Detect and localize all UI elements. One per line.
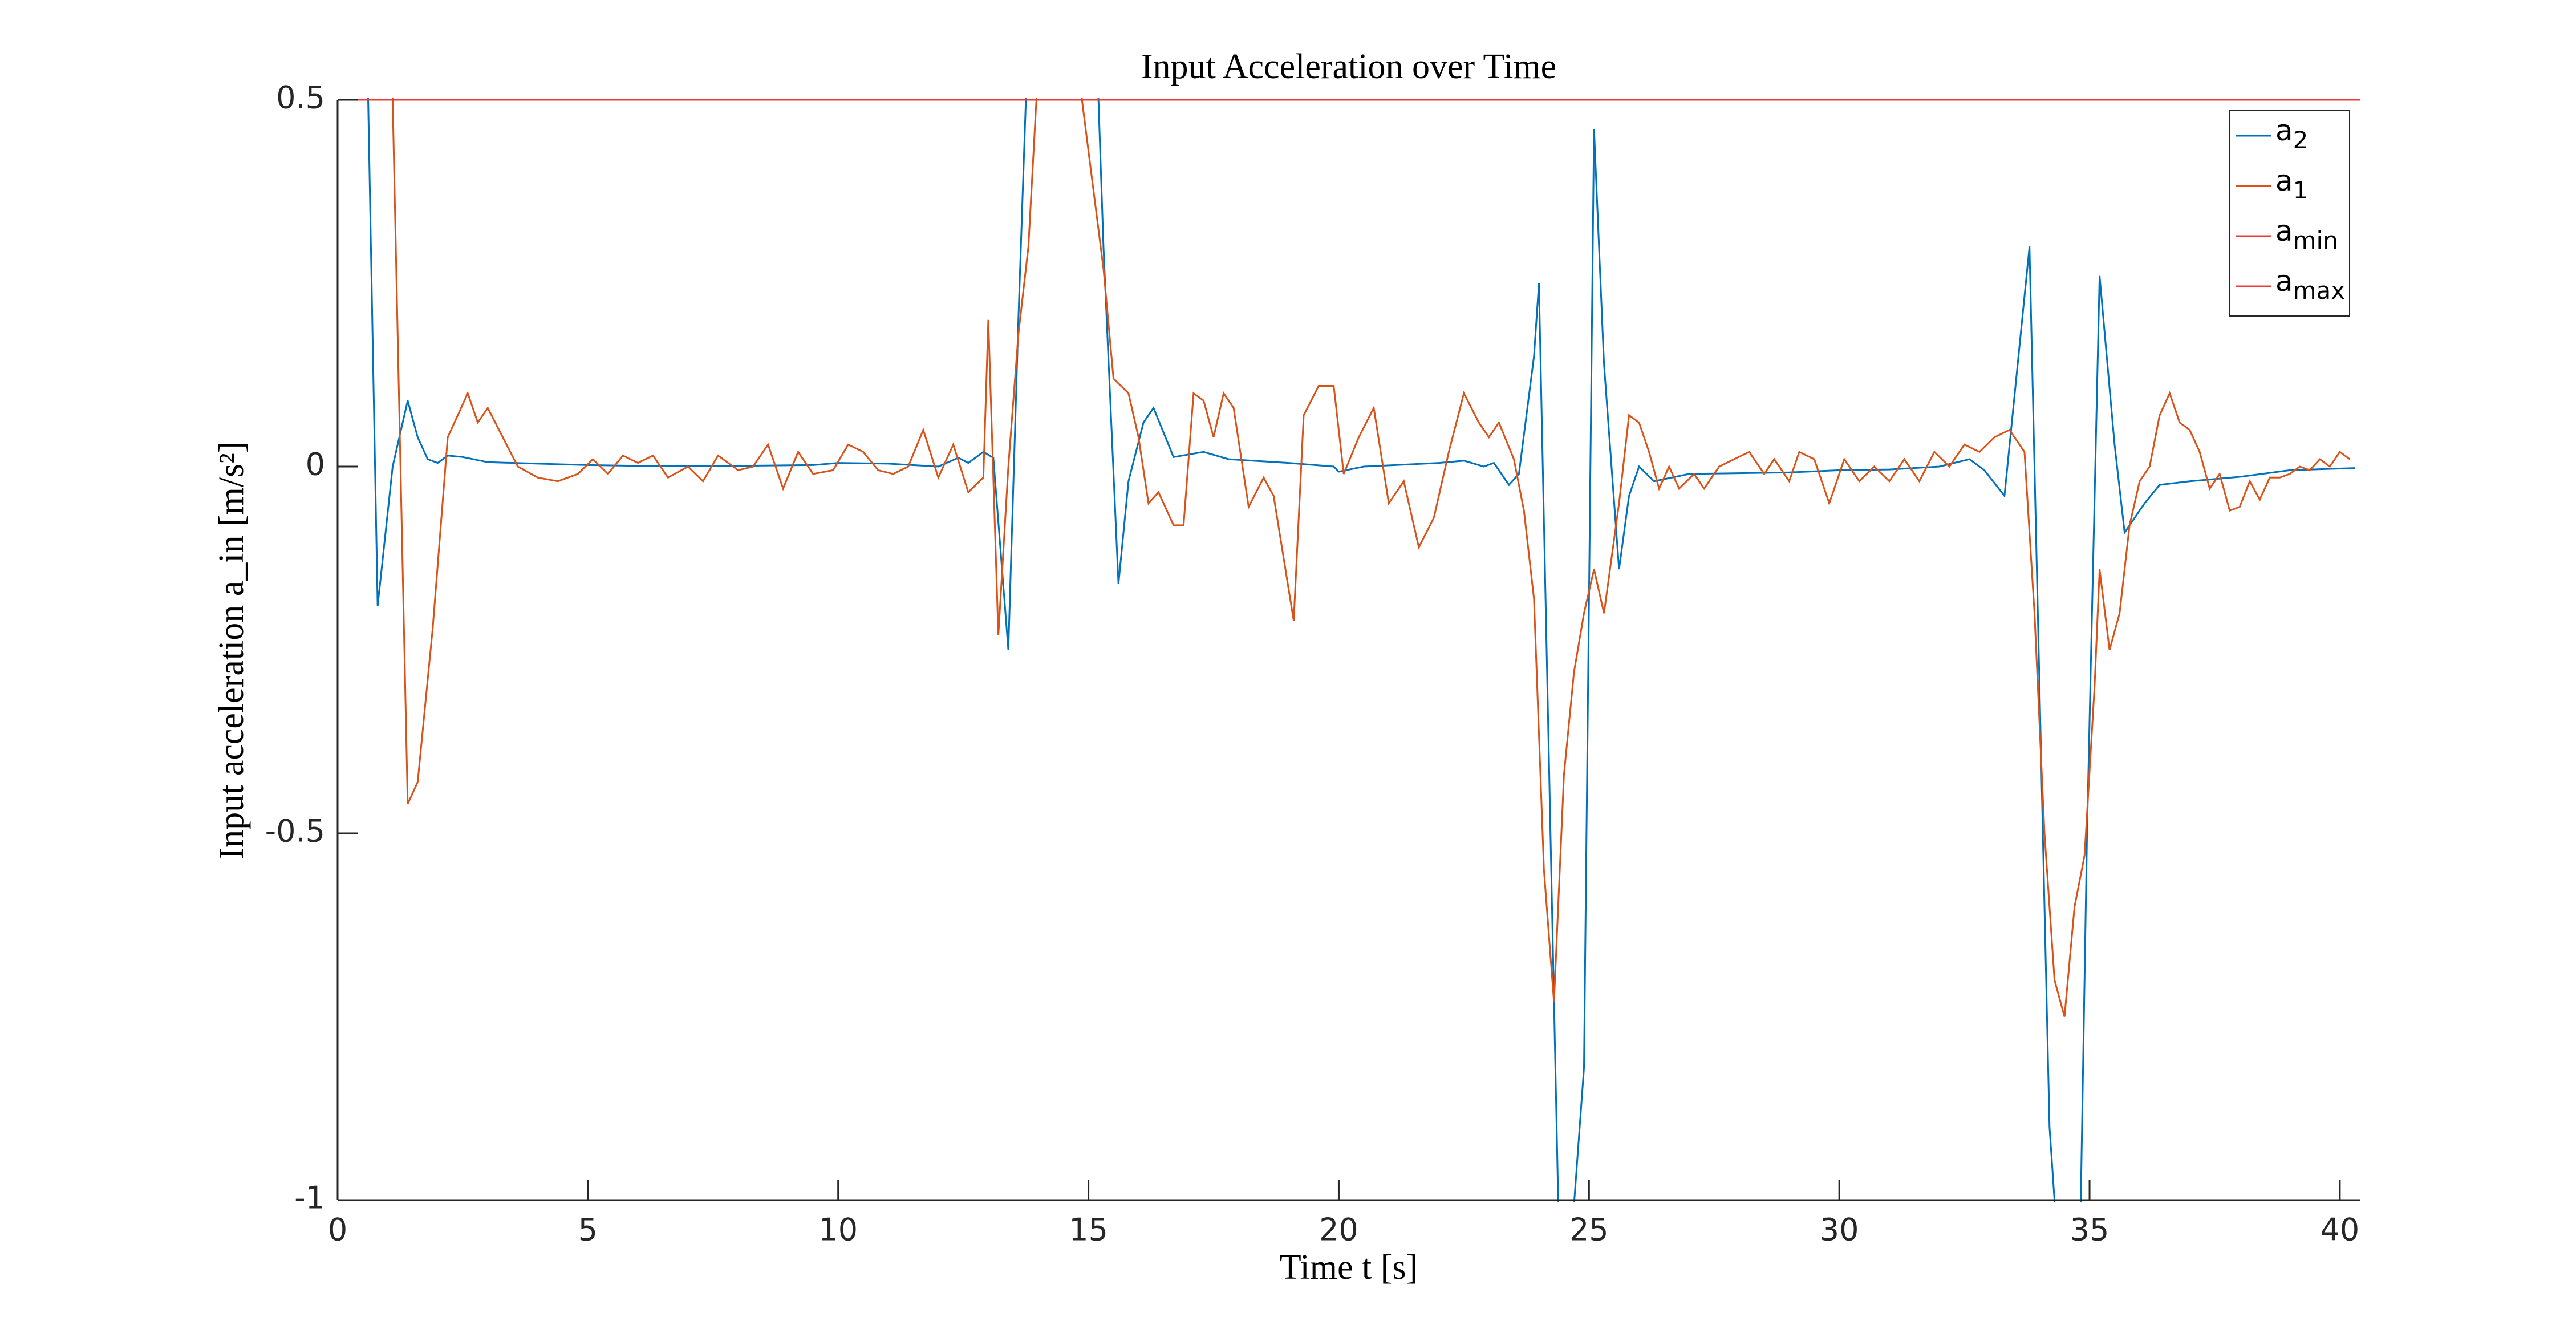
y-axis-label: Input acceleration a_in [m/s²] [212, 441, 251, 859]
x-tick-label: 30 [1820, 1212, 1859, 1248]
x-tick-label: 25 [1569, 1212, 1609, 1248]
legend-label: amin [2275, 214, 2338, 254]
x-tick-label: 40 [2321, 1212, 2360, 1248]
legend-box [2229, 110, 2350, 317]
series-line [367, 98, 2355, 1202]
y-tick-label: -0.5 [265, 813, 325, 849]
y-tick-label: 0.5 [276, 80, 325, 116]
y-tick-label: 0 [306, 447, 325, 483]
x-tick-label: 35 [2070, 1212, 2110, 1248]
y-tick-label: -1 [294, 1180, 325, 1216]
x-axis-label: Time t [s] [1280, 1248, 1418, 1287]
x-tick-label: 10 [818, 1212, 858, 1248]
x-tick-label: 15 [1069, 1212, 1108, 1248]
x-tick-label: 20 [1319, 1212, 1358, 1248]
legend-label: a2 [2275, 114, 2308, 154]
chart-title: Input Acceleration over Time [1141, 47, 1556, 86]
x-tick-label: 0 [328, 1212, 347, 1248]
x-tick-label: 5 [578, 1212, 598, 1248]
legend-label: amax [2275, 265, 2345, 305]
plot-area [338, 98, 2360, 1202]
series-line [391, 98, 2351, 1017]
legend-label: a1 [2275, 164, 2308, 204]
